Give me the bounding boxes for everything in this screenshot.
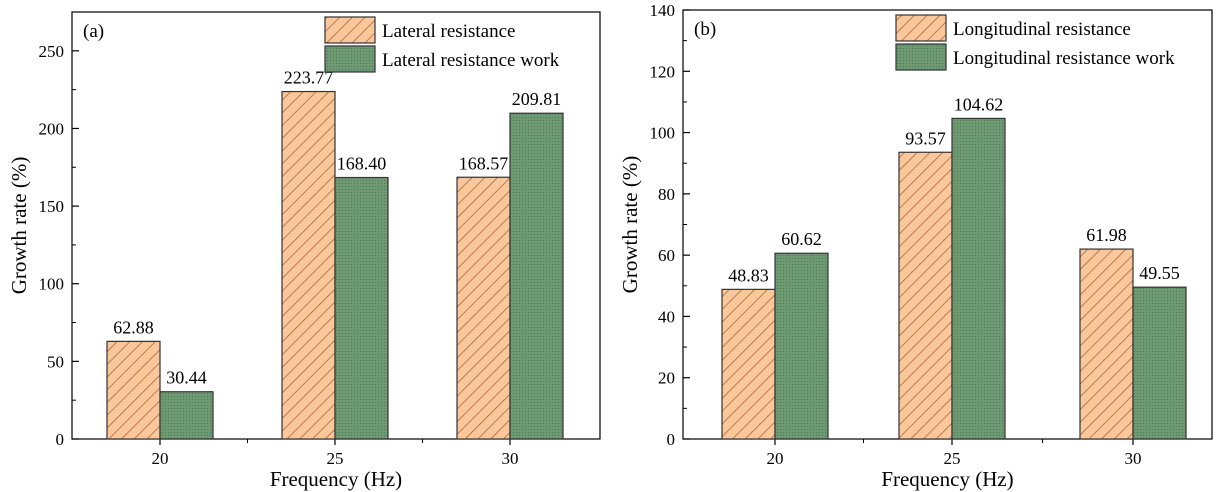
x-tick-label: 25 bbox=[327, 449, 344, 468]
data-label: 168.57 bbox=[459, 153, 509, 173]
data-label: 168.40 bbox=[337, 154, 387, 174]
y-tick-label: 0 bbox=[667, 430, 676, 449]
bar bbox=[509, 112, 564, 440]
data-label: 223.77 bbox=[284, 68, 334, 88]
y-axis-title: Growth rate (%) bbox=[7, 157, 31, 295]
bar bbox=[721, 288, 776, 440]
x-tick-label: 30 bbox=[1125, 449, 1142, 468]
panel-label: (a) bbox=[83, 21, 104, 42]
chart-panel-1: 0 50 100 150 200 250 20 25 30 62.88 223.77 168.57 30… bbox=[7, 11, 601, 491]
y-tick-label: 40 bbox=[658, 307, 675, 326]
data-label: 60.62 bbox=[781, 229, 822, 249]
bar bbox=[159, 391, 214, 440]
y-tick-label: 80 bbox=[658, 185, 675, 204]
panel-label: (b) bbox=[694, 19, 716, 40]
legend-label: Lateral resistance work bbox=[382, 50, 560, 71]
y-tick-label: 150 bbox=[39, 197, 65, 216]
y-tick-label: 100 bbox=[39, 275, 65, 294]
y-tick-label: 120 bbox=[650, 62, 676, 81]
bar bbox=[774, 252, 829, 440]
x-axis-title: Frequency (Hz) bbox=[270, 467, 402, 491]
bar bbox=[1079, 248, 1134, 440]
bar bbox=[951, 117, 1006, 440]
y-tick-label: 100 bbox=[650, 124, 676, 143]
data-label: 49.55 bbox=[1139, 263, 1180, 283]
bar bbox=[334, 176, 389, 440]
y-tick-label: 0 bbox=[56, 430, 65, 449]
legend-label: Longitudinal resistance work bbox=[953, 48, 1175, 69]
legend-label: Lateral resistance bbox=[382, 21, 515, 42]
data-label: 62.88 bbox=[113, 317, 154, 337]
legend-label: Longitudinal resistance bbox=[953, 19, 1131, 40]
y-tick-label: 50 bbox=[47, 352, 64, 371]
x-tick-label: 20 bbox=[152, 449, 169, 468]
y-tick-label: 250 bbox=[39, 42, 65, 61]
legend-swatch bbox=[324, 16, 376, 44]
bar bbox=[898, 151, 953, 440]
bar bbox=[456, 176, 511, 440]
legend-swatch bbox=[895, 14, 947, 42]
data-label: 93.57 bbox=[905, 128, 946, 148]
data-label: 209.81 bbox=[512, 89, 562, 109]
bar bbox=[1132, 286, 1187, 440]
legend-swatch bbox=[324, 45, 376, 73]
bar bbox=[106, 340, 161, 440]
x-tick-label: 20 bbox=[767, 449, 784, 468]
data-label: 48.83 bbox=[728, 265, 769, 285]
data-label: 30.44 bbox=[166, 368, 207, 388]
bar bbox=[281, 90, 336, 440]
data-label: 104.62 bbox=[954, 94, 1004, 114]
x-axis-title: Frequency (Hz) bbox=[881, 467, 1013, 491]
y-tick-label: 60 bbox=[658, 246, 675, 265]
chart-panel-2: 0 20 40 60 80 100 120 140 20 25 30 48.83 93.57 61.98 6… bbox=[618, 1, 1213, 491]
legend-swatch bbox=[895, 43, 947, 71]
y-tick-label: 200 bbox=[39, 119, 65, 138]
x-tick-label: 30 bbox=[502, 449, 519, 468]
y-axis-title: Growth rate (%) bbox=[618, 156, 642, 294]
data-label: 61.98 bbox=[1086, 225, 1127, 245]
x-tick-label: 25 bbox=[944, 449, 961, 468]
y-tick-label: 140 bbox=[650, 1, 676, 20]
y-tick-label: 20 bbox=[658, 369, 675, 388]
